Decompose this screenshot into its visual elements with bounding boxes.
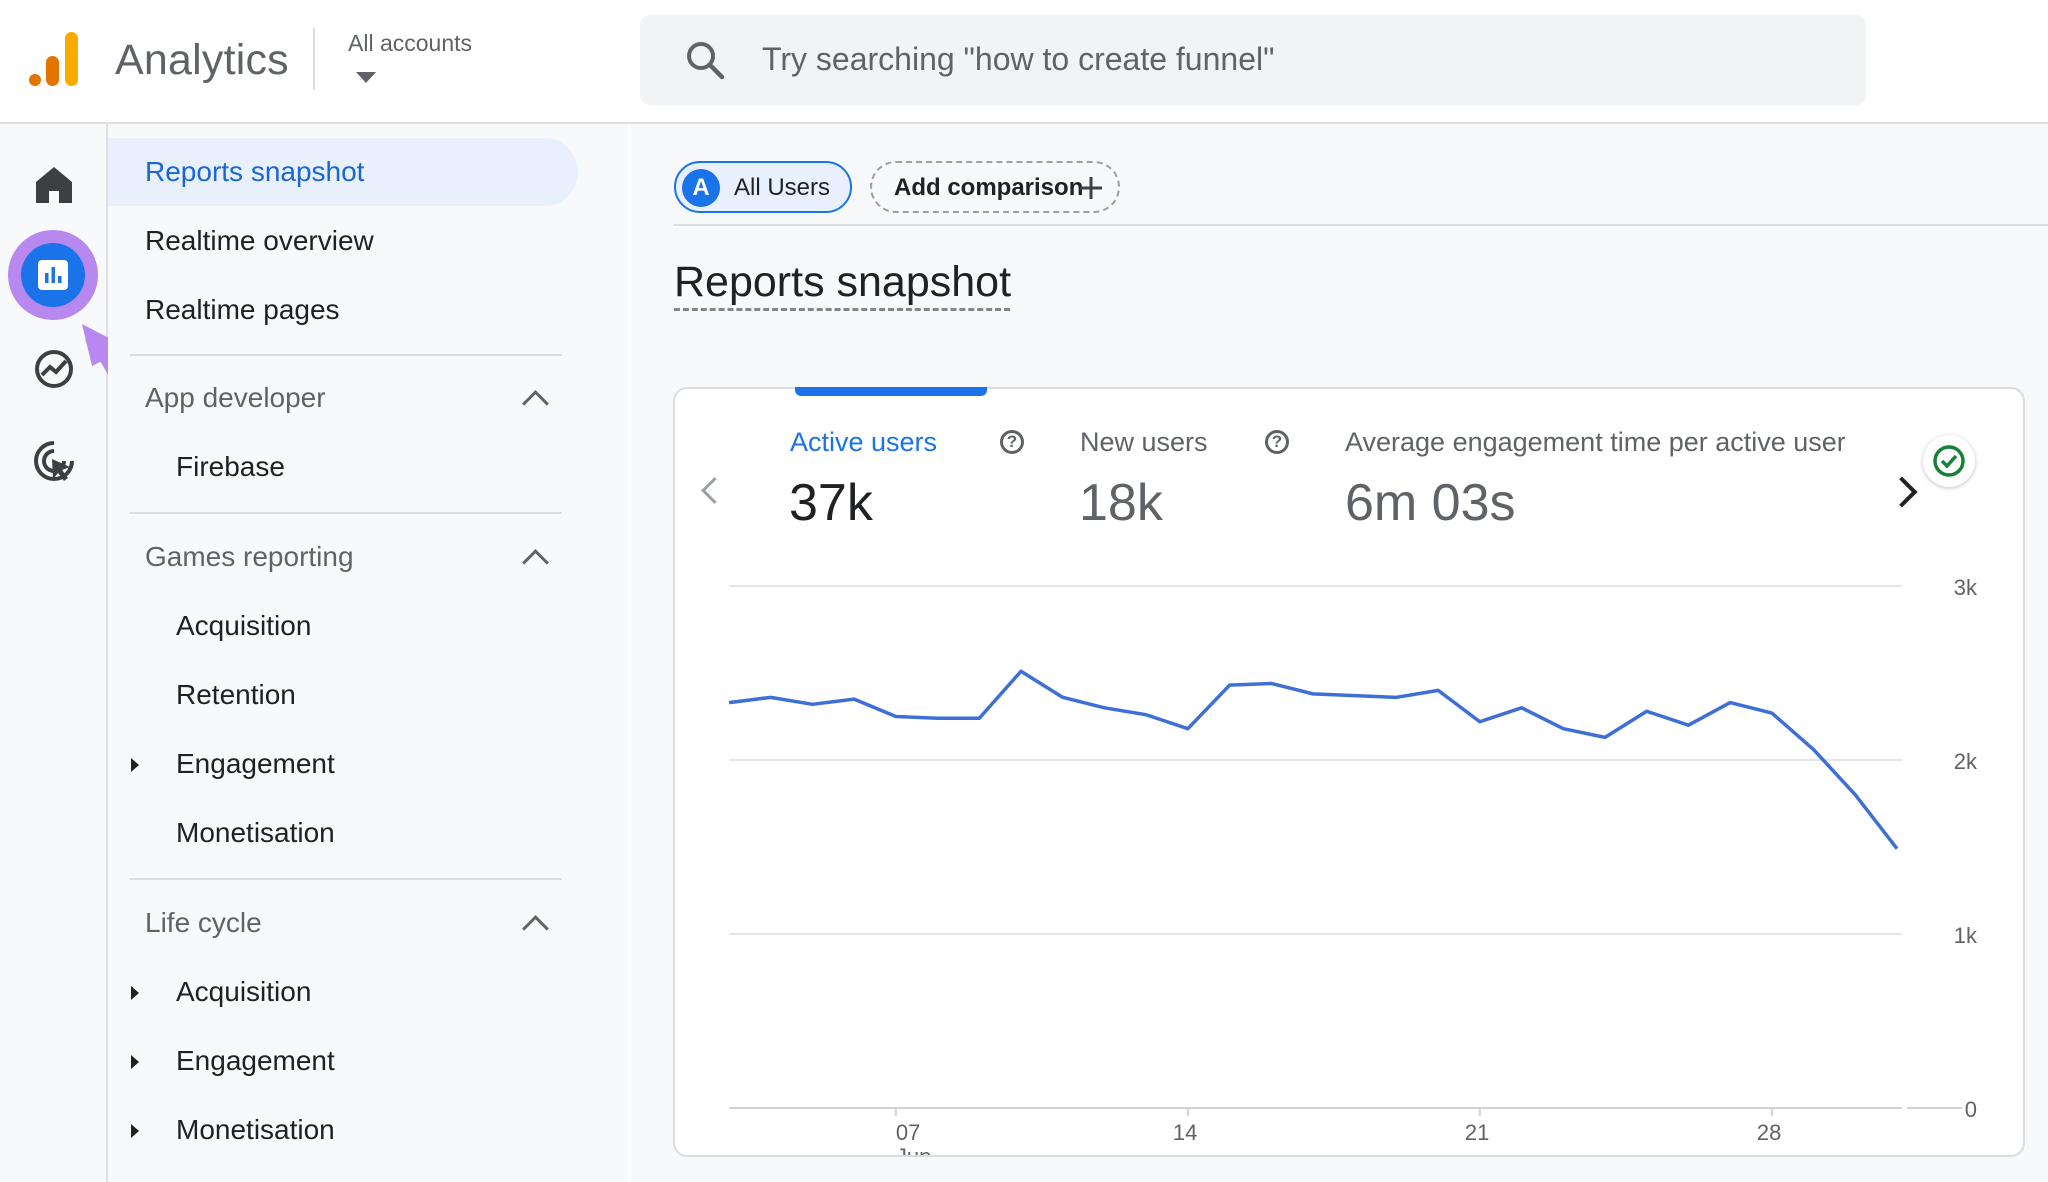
check-circle-icon[interactable]	[1923, 435, 1975, 487]
expand-arrow-icon[interactable]	[131, 986, 139, 1000]
toolbar-divider	[674, 224, 2048, 226]
nav-rail	[0, 124, 133, 1182]
bar-chart-icon	[38, 260, 68, 290]
metric-tab-avg-engagement[interactable]: Average engagement time per active user	[1345, 427, 1845, 457]
segment-chip-all-users[interactable]: A All Users	[674, 161, 852, 213]
section-games-reporting[interactable]: Games reporting	[145, 541, 354, 572]
caret-down-icon[interactable]	[356, 72, 376, 83]
chevron-up-icon[interactable]	[522, 915, 549, 942]
top-bar: Analytics All accounts Try searching "ho…	[0, 0, 2048, 124]
help-icon[interactable]: ?	[1265, 430, 1289, 454]
expand-arrow-icon[interactable]	[131, 1124, 139, 1138]
nav-divider	[130, 878, 562, 880]
sidebar-item-games-retention[interactable]: Retention	[176, 679, 296, 710]
metric-value-new-users: 18k	[1079, 474, 1163, 532]
chevron-up-icon[interactable]	[522, 390, 549, 417]
active-tab-indicator	[795, 387, 987, 396]
advertising-icon[interactable]	[30, 437, 78, 485]
sidebar: Reports snapshot Realtime overview Realt…	[108, 124, 628, 1182]
sidebar-item-realtime-overview[interactable]: Realtime overview	[145, 225, 374, 256]
sidebar-item-games-acquisition[interactable]: Acquisition	[176, 610, 312, 641]
y-tick-label: 1k	[1954, 923, 1978, 948]
sidebar-item-firebase[interactable]: Firebase	[176, 451, 285, 482]
x-tick-label: 07	[896, 1120, 920, 1145]
search-bar[interactable]: Try searching "how to create funnel"	[640, 15, 1866, 105]
sidebar-item-lifecycle-monetisation[interactable]: Monetisation	[176, 1114, 335, 1145]
sidebar-item-lifecycle-engagement[interactable]: Engagement	[176, 1045, 335, 1076]
metric-tab-new-users[interactable]: New users	[1080, 427, 1208, 457]
add-comparison-button[interactable]: Add comparison	[870, 161, 1120, 213]
page-title-underline	[674, 308, 1010, 311]
section-life-cycle[interactable]: Life cycle	[145, 907, 262, 938]
help-icon[interactable]: ?	[1000, 430, 1024, 454]
reports-nav-button[interactable]	[8, 230, 98, 320]
section-app-developer[interactable]: App developer	[145, 382, 326, 413]
chevron-up-icon[interactable]	[522, 549, 549, 576]
sidebar-item-lifecycle-acquisition[interactable]: Acquisition	[176, 976, 312, 1007]
nav-divider	[130, 512, 562, 514]
x-tick-label: 21	[1465, 1120, 1489, 1145]
home-icon[interactable]	[30, 161, 78, 209]
series-line-active-users	[728, 669, 1899, 850]
segment-label: All Users	[734, 174, 831, 201]
app-title: Analytics	[115, 36, 289, 84]
metrics-card: Active users ? 37k New users ? 18k Avera…	[673, 387, 2025, 1157]
add-comparison-label: Add comparison	[894, 174, 1084, 201]
expand-arrow-icon[interactable]	[131, 1055, 139, 1069]
metric-tab-avg-engagement-clip[interactable]: Average engagement time per active user	[1345, 419, 1845, 469]
x-tick-label: 14	[1173, 1120, 1197, 1145]
plus-icon	[1080, 177, 1102, 199]
sidebar-item-games-engagement[interactable]: Engagement	[176, 748, 335, 779]
metric-value-active-users: 37k	[789, 474, 873, 532]
y-tick-label: 3k	[1954, 575, 1978, 600]
y-tick-label: 2k	[1954, 749, 1978, 774]
analytics-logo-icon[interactable]	[28, 30, 82, 88]
nav-divider	[130, 354, 562, 356]
header-divider	[313, 28, 315, 90]
expand-arrow-icon[interactable]	[131, 758, 139, 772]
active-users-line-chart: 3k 2k 1k 0 07Jun 14 21 28	[728, 575, 1978, 1155]
metric-tab-active-users[interactable]: Active users	[790, 427, 938, 457]
x-tick-sublabel: Jun	[896, 1144, 931, 1155]
metric-value-avg-engagement: 6m 03s	[1345, 474, 1516, 532]
y-tick-label: 0	[1965, 1097, 1977, 1122]
search-icon	[687, 42, 725, 80]
page-title: Reports snapshot	[674, 258, 1012, 306]
explore-icon[interactable]	[30, 345, 78, 393]
sidebar-item-realtime-pages[interactable]: Realtime pages	[145, 294, 340, 325]
x-tick-label: 28	[1757, 1120, 1781, 1145]
search-input[interactable]: Try searching "how to create funnel"	[762, 41, 1275, 77]
sidebar-item-reports-snapshot[interactable]: Reports snapshot	[145, 156, 365, 187]
sidebar-item-reports-snapshot-bg[interactable]	[108, 138, 578, 206]
segment-avatar: A	[682, 169, 720, 207]
sidebar-item-games-monetisation[interactable]: Monetisation	[176, 817, 335, 848]
account-selector[interactable]: All accounts	[348, 30, 473, 56]
main-content: A All Users Add comparison Reports snaps…	[630, 124, 2048, 1182]
